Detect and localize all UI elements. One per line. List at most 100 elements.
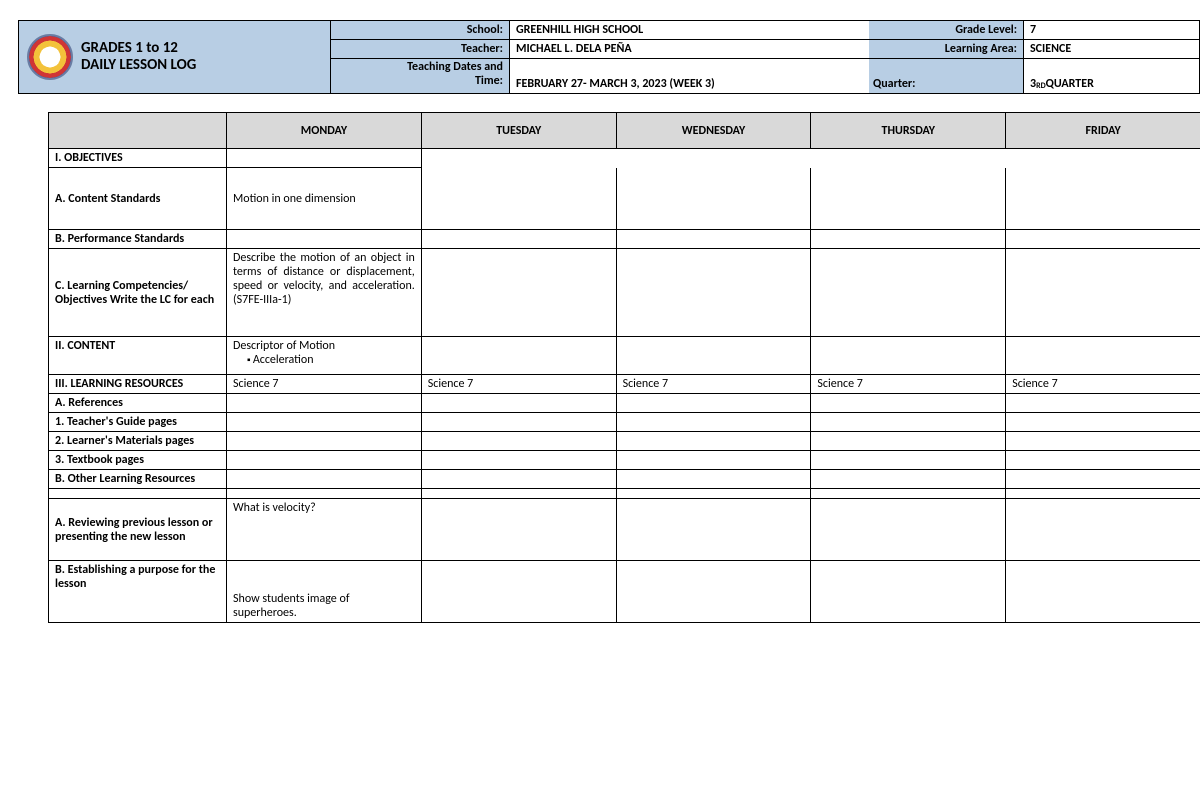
value-quarter: 3RD QUARTER <box>1023 59 1199 93</box>
purpose-wed <box>616 561 811 623</box>
purpose-thu <box>811 561 1006 623</box>
other-thu <box>811 470 1006 489</box>
content-std-wed <box>616 168 811 230</box>
header-title-line1: GRADES 1 to 12 <box>81 40 196 57</box>
row-purpose: B. Establishing a purpose for the lesson… <box>49 561 1200 623</box>
day-wednesday: WEDNESDAY <box>616 113 811 149</box>
references-tue <box>421 394 616 413</box>
perf-std-mon <box>227 230 422 249</box>
references-fri <box>1006 394 1200 413</box>
label-content: II. CONTENT <box>49 337 227 375</box>
row-content-std: A. Content Standards Motion in one dimen… <box>49 168 1200 230</box>
lm-wed <box>616 432 811 451</box>
row-tg: 1. Teacher's Guide pages <box>49 413 1200 432</box>
purpose-mon: Show students image of superheroes. <box>227 561 422 623</box>
references-thu <box>811 394 1006 413</box>
label-quarter: Quarter: <box>869 59 1023 93</box>
label-area: Learning Area: <box>869 40 1023 59</box>
label-objectives: I. OBJECTIVES <box>49 149 227 168</box>
lm-thu <box>811 432 1006 451</box>
spacer-thu <box>811 489 1006 499</box>
row-review: A. Reviewing previous lesson or presenti… <box>49 499 1200 561</box>
other-mon <box>227 470 422 489</box>
label-references: A. References <box>49 394 227 413</box>
content-std-fri <box>1006 168 1200 230</box>
value-grade: 7 <box>1023 21 1199 40</box>
tg-wed <box>616 413 811 432</box>
content-fri <box>1006 337 1200 375</box>
label-teacher: Teacher: <box>331 40 509 59</box>
tg-tue <box>421 413 616 432</box>
row-learn-res: III. LEARNING RESOURCES Science 7 Scienc… <box>49 375 1200 394</box>
purpose-tue <box>421 561 616 623</box>
tb-fri <box>1006 451 1200 470</box>
content-mon: Descriptor of Motion Acceleration <box>227 337 422 375</box>
label-dates: Teaching Dates and Time: <box>331 59 509 93</box>
perf-std-tue <box>421 230 616 249</box>
perf-std-fri <box>1006 230 1200 249</box>
value-area: SCIENCE <box>1023 40 1199 59</box>
label-other: B. Other Learning Resources <box>49 470 227 489</box>
row-spacer <box>49 489 1200 499</box>
row-objectives: I. OBJECTIVES <box>49 149 1200 168</box>
tb-wed <box>616 451 811 470</box>
learn-res-wed: Science 7 <box>616 375 811 394</box>
value-dates: FEBRUARY 27- MARCH 3, 2023 (WEEK 3) <box>509 59 869 93</box>
content-std-thu <box>811 168 1006 230</box>
tb-thu <box>811 451 1006 470</box>
lm-tue <box>421 432 616 451</box>
day-monday: MONDAY <box>227 113 422 149</box>
label-tg: 1. Teacher's Guide pages <box>49 413 227 432</box>
learning-comp-fri <box>1006 249 1200 337</box>
lesson-grid: MONDAY TUESDAY WEDNESDAY THURSDAY FRIDAY… <box>48 112 1200 623</box>
label-learn-res: III. LEARNING RESOURCES <box>49 375 227 394</box>
spacer-fri <box>1006 489 1200 499</box>
spacer-label <box>49 489 227 499</box>
label-school: School: <box>331 21 509 40</box>
objectives-span <box>227 149 422 168</box>
learn-res-fri: Science 7 <box>1006 375 1200 394</box>
learning-comp-tue <box>421 249 616 337</box>
row-tb: 3. Textbook pages <box>49 451 1200 470</box>
spacer-wed <box>616 489 811 499</box>
other-wed <box>616 470 811 489</box>
lm-mon <box>227 432 422 451</box>
learning-comp-wed <box>616 249 811 337</box>
other-fri <box>1006 470 1200 489</box>
label-lm: 2. Learner's Materials pages <box>49 432 227 451</box>
learning-comp-thu <box>811 249 1006 337</box>
header-right: School: GREENHILL HIGH SCHOOL Grade Leve… <box>331 21 1199 93</box>
dll-header: GRADES 1 to 12 DAILY LESSON LOG School: … <box>18 20 1200 94</box>
row-references: A. References <box>49 394 1200 413</box>
review-fri <box>1006 499 1200 561</box>
content-thu <box>811 337 1006 375</box>
tb-tue <box>421 451 616 470</box>
learn-res-mon: Science 7 <box>227 375 422 394</box>
header-title-line2: DAILY LESSON LOG <box>81 57 196 74</box>
content-tue <box>421 337 616 375</box>
label-grade: Grade Level: <box>869 21 1023 40</box>
label-learning-comp: C. Learning Competencies/ Objectives Wri… <box>49 249 227 337</box>
label-purpose: B. Establishing a purpose for the lesson <box>49 561 227 623</box>
content-wed <box>616 337 811 375</box>
other-tue <box>421 470 616 489</box>
references-mon <box>227 394 422 413</box>
lm-fri <box>1006 432 1200 451</box>
row-other: B. Other Learning Resources <box>49 470 1200 489</box>
learn-res-thu: Science 7 <box>811 375 1006 394</box>
row-learning-comp: C. Learning Competencies/ Objectives Wri… <box>49 249 1200 337</box>
row-content: II. CONTENT Descriptor of Motion Acceler… <box>49 337 1200 375</box>
label-perf-std: B. Performance Standards <box>49 230 227 249</box>
learning-comp-mon: Describe the motion of an object in term… <box>227 249 422 337</box>
learn-res-tue: Science 7 <box>421 375 616 394</box>
row-lm: 2. Learner's Materials pages <box>49 432 1200 451</box>
review-mon: What is velocity? <box>227 499 422 561</box>
perf-std-thu <box>811 230 1006 249</box>
references-wed <box>616 394 811 413</box>
review-tue <box>421 499 616 561</box>
perf-std-wed <box>616 230 811 249</box>
header-left: GRADES 1 to 12 DAILY LESSON LOG <box>19 21 331 93</box>
deped-seal-icon <box>27 34 73 80</box>
purpose-fri <box>1006 561 1200 623</box>
spacer-mon <box>227 489 422 499</box>
